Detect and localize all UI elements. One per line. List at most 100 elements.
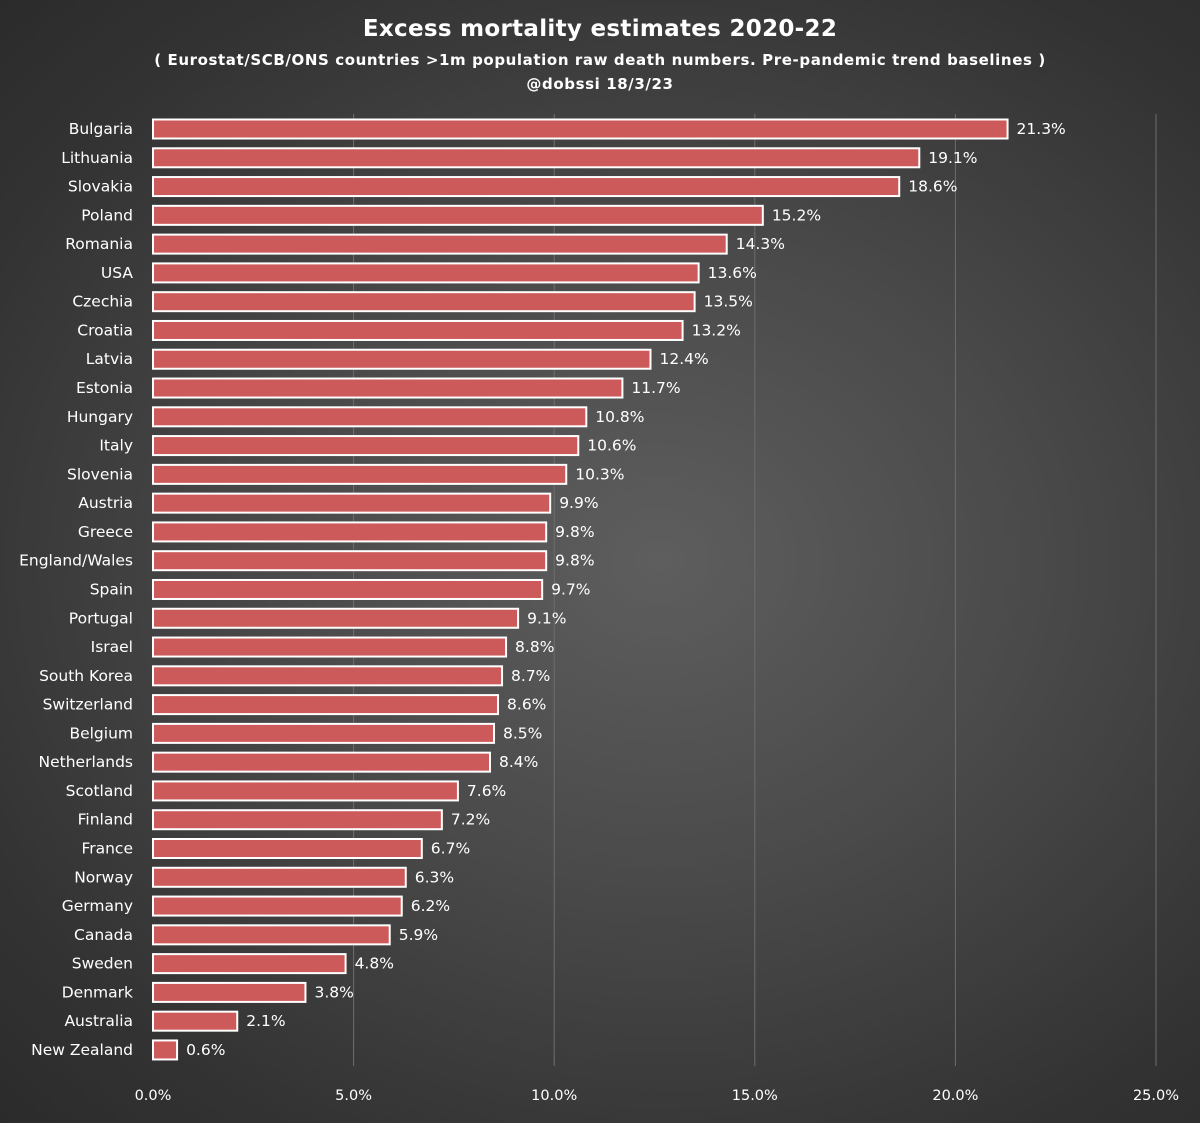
- category-label: Hungary: [67, 408, 133, 426]
- data-label: 7.6%: [467, 782, 506, 800]
- category-label: Lithuania: [61, 149, 133, 167]
- category-label: England/Wales: [19, 552, 133, 570]
- bar: [152, 262, 700, 284]
- bar: [152, 492, 552, 514]
- bar: [152, 550, 548, 572]
- bar: [152, 578, 544, 600]
- bar: [152, 147, 921, 169]
- bar: [152, 838, 423, 859]
- x-tick-label: 0.0%: [135, 1088, 172, 1104]
- bar: [152, 636, 508, 658]
- bar: [152, 694, 500, 716]
- x-axis-ticks: 0.0% 5.0% 10.0% 15.0% 20.0% 25.0%: [135, 1088, 1179, 1104]
- bar: [152, 1039, 179, 1061]
- category-label: Scotland: [66, 782, 133, 800]
- bar: [152, 780, 459, 802]
- bar: [152, 607, 520, 629]
- data-label: 10.6%: [587, 437, 636, 455]
- bar: [152, 291, 696, 313]
- bar: [152, 924, 391, 946]
- x-tick-label: 15.0%: [732, 1088, 778, 1104]
- category-label: Denmark: [62, 983, 133, 1001]
- x-tick-label: 25.0%: [1133, 1088, 1179, 1104]
- category-label: Czechia: [72, 293, 133, 311]
- data-label: 8.7%: [511, 667, 550, 685]
- category-label: Estonia: [76, 379, 133, 397]
- bar: [152, 866, 407, 888]
- data-label: 10.3%: [575, 465, 624, 483]
- bar: [152, 981, 307, 1003]
- bars: [152, 118, 1009, 1061]
- category-label: France: [81, 840, 133, 858]
- category-label: USA: [101, 264, 133, 282]
- value-labels: 21.3% 19.1% 18.6% 15.2% 14.3% 13.6% 13.5% 13.2%…: [186, 120, 1066, 1059]
- bar: [152, 176, 901, 198]
- chart-subtitle: ( Eurostat/SCB/ONS countries >1m populat…: [154, 51, 1046, 69]
- x-tick-label: 20.0%: [932, 1088, 978, 1104]
- data-label: 6.3%: [415, 868, 454, 886]
- data-label: 9.9%: [559, 494, 598, 512]
- data-label: 14.3%: [736, 235, 785, 253]
- data-label: 8.6%: [507, 696, 546, 714]
- category-label: Italy: [99, 437, 133, 455]
- chart-title: Excess mortality estimates 2020-22: [362, 16, 838, 42]
- bar: [152, 435, 580, 457]
- bar: [152, 722, 496, 744]
- data-label: 19.1%: [928, 149, 977, 167]
- data-label: 8.8%: [515, 638, 554, 656]
- bar: [152, 1010, 239, 1032]
- data-label: 3.8%: [314, 983, 353, 1001]
- x-tick-label: 5.0%: [335, 1088, 372, 1104]
- category-label: Switzerland: [43, 696, 133, 714]
- category-label: Sweden: [72, 955, 133, 973]
- category-label: Portugal: [69, 609, 133, 627]
- category-label: Bulgaria: [69, 120, 133, 138]
- data-label: 6.2%: [411, 897, 450, 915]
- data-label: 10.8%: [595, 408, 644, 426]
- data-label: 13.6%: [708, 264, 757, 282]
- category-label: Australia: [64, 1012, 133, 1030]
- category-label: New Zealand: [31, 1041, 133, 1059]
- bar: [152, 521, 548, 543]
- data-label: 18.6%: [908, 178, 957, 196]
- category-label: Norway: [74, 868, 133, 886]
- x-tick-label: 10.0%: [531, 1088, 577, 1104]
- data-label: 7.2%: [451, 811, 490, 829]
- category-label: Germany: [62, 897, 133, 915]
- category-label: Austria: [78, 494, 133, 512]
- bar: [152, 953, 347, 975]
- data-label: 0.6%: [186, 1041, 225, 1059]
- bar: [152, 463, 568, 485]
- bar: [152, 204, 764, 226]
- bar: [152, 233, 728, 255]
- category-label: Spain: [90, 580, 133, 598]
- category-labels: Bulgaria Lithuania Slovakia Poland Romania US…: [19, 120, 133, 1059]
- category-label: Canada: [74, 926, 133, 944]
- data-label: 21.3%: [1017, 120, 1066, 138]
- data-label: 9.8%: [555, 552, 594, 570]
- category-label: Netherlands: [39, 753, 133, 771]
- bar: [152, 319, 684, 341]
- category-label: Belgium: [69, 724, 133, 742]
- data-label: 6.7%: [431, 840, 470, 858]
- data-label: 12.4%: [659, 350, 708, 368]
- data-label: 11.7%: [631, 379, 680, 397]
- data-label: 13.5%: [704, 293, 753, 311]
- category-label: Slovenia: [67, 465, 133, 483]
- category-label: Greece: [78, 523, 133, 541]
- bar: [152, 348, 652, 370]
- data-label: 15.2%: [772, 206, 821, 224]
- category-label: Finland: [78, 811, 133, 829]
- bar: [152, 377, 624, 399]
- category-label: Slovakia: [68, 178, 133, 196]
- data-label: 9.8%: [555, 523, 594, 541]
- data-label: 9.7%: [551, 580, 590, 598]
- data-label: 8.4%: [499, 753, 538, 771]
- data-label: 13.2%: [692, 321, 741, 339]
- data-label: 5.9%: [399, 926, 438, 944]
- data-label: 9.1%: [527, 609, 566, 627]
- category-label: Latvia: [86, 350, 133, 368]
- data-label: 4.8%: [355, 955, 394, 973]
- category-label: Poland: [81, 206, 133, 224]
